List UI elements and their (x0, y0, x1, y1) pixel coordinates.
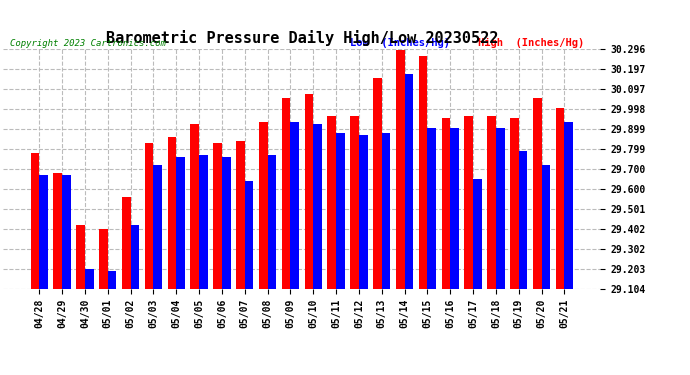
Bar (419, 56, 428, 289)
Text: Low  (Inches/Hg): Low (Inches/Hg) (350, 38, 450, 48)
Bar (564, 123, 573, 289)
Bar (245, 181, 253, 289)
Bar (351, 116, 359, 289)
Bar (496, 129, 504, 289)
Bar (213, 142, 222, 289)
Bar (396, 50, 404, 289)
Bar (510, 118, 519, 289)
Bar (99, 229, 108, 289)
Bar (199, 154, 208, 289)
Bar (62, 175, 71, 289)
Bar (153, 165, 162, 289)
Bar (373, 78, 382, 289)
Bar (382, 132, 391, 289)
Bar (77, 225, 85, 289)
Bar (39, 175, 48, 289)
Bar (108, 272, 117, 289)
Bar (473, 179, 482, 289)
Text: Copyright 2023 Cartronics.com: Copyright 2023 Cartronics.com (10, 39, 166, 48)
Bar (464, 116, 473, 289)
Bar (542, 165, 551, 289)
Bar (304, 94, 313, 289)
Bar (122, 197, 130, 289)
Bar (442, 118, 451, 289)
Bar (190, 124, 199, 289)
Bar (145, 142, 153, 289)
Title: Barometric Pressure Daily High/Low 20230522: Barometric Pressure Daily High/Low 20230… (106, 30, 498, 46)
Bar (328, 116, 336, 289)
Bar (168, 136, 176, 289)
Bar (336, 132, 345, 289)
Bar (290, 123, 299, 289)
Bar (451, 129, 459, 289)
Bar (53, 173, 62, 289)
Bar (85, 269, 94, 289)
Bar (176, 157, 185, 289)
Bar (313, 124, 322, 289)
Bar (533, 98, 542, 289)
Bar (487, 116, 496, 289)
Bar (259, 123, 268, 289)
Bar (268, 154, 276, 289)
Text: High  (Inches/Hg): High (Inches/Hg) (478, 38, 584, 48)
Bar (519, 151, 527, 289)
Bar (222, 157, 230, 289)
Bar (282, 98, 290, 289)
Bar (404, 74, 413, 289)
Bar (359, 135, 368, 289)
Bar (556, 108, 564, 289)
Bar (236, 141, 245, 289)
Bar (30, 153, 39, 289)
Bar (130, 225, 139, 289)
Bar (428, 129, 436, 289)
